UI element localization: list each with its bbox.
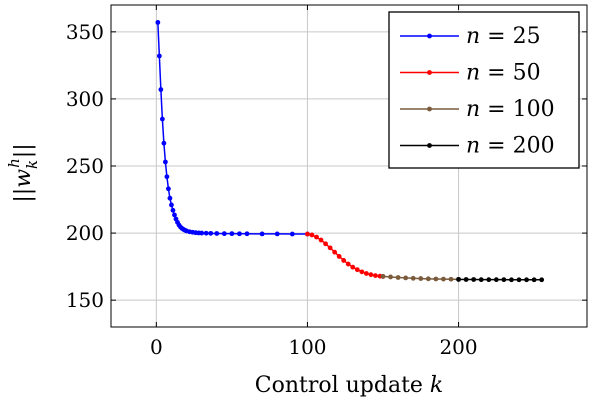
data-point (221, 231, 227, 237)
data-point (166, 186, 171, 192)
data-point (237, 231, 242, 237)
data-point (410, 275, 416, 281)
y-tick-label: 250 (66, 154, 104, 178)
data-point (380, 274, 386, 279)
data-point (486, 277, 492, 283)
data-point (341, 258, 347, 263)
data-point (524, 277, 529, 283)
legend-label: n = 200 (466, 134, 555, 159)
legend-box (388, 11, 580, 169)
legend-label: n = 50 (466, 61, 541, 86)
legend-label: n = 25 (466, 24, 541, 49)
data-point (478, 277, 484, 283)
data-point (332, 249, 338, 255)
data-point (501, 277, 507, 283)
x-tick-label: 100 (288, 335, 326, 359)
y-axis-ticks: 150 200 250 300 350 (66, 20, 587, 312)
data-point (229, 231, 235, 237)
data-point (314, 234, 319, 240)
y-tick-label: 300 (66, 87, 104, 111)
data-point (403, 275, 409, 281)
data-point (345, 261, 351, 267)
data-point (493, 277, 499, 283)
x-tick-label: 0 (150, 335, 163, 359)
series-3 (380, 274, 461, 282)
legend-item: n = 25 (400, 24, 541, 49)
data-point (305, 231, 310, 237)
legend-item: n = 50 (400, 61, 541, 86)
data-point (516, 277, 522, 283)
data-point (336, 254, 342, 259)
legend: n = 25 n = 50 n = 100 n = 200 (388, 11, 580, 169)
series-1 (155, 20, 310, 237)
data-point (395, 275, 401, 280)
x-axis-ticks: 0 100 200 (150, 5, 478, 359)
legend-item: n = 100 (400, 97, 555, 122)
legend-label: n = 100 (466, 97, 555, 122)
data-point (309, 232, 315, 238)
data-point (167, 195, 173, 201)
data-point (359, 269, 365, 275)
data-point (172, 212, 177, 218)
legend-swatch-marker (427, 143, 432, 148)
x-axis-label: Control update k (255, 373, 444, 398)
series-line (157, 22, 308, 235)
legend-item: n = 200 (400, 134, 555, 159)
data-point (244, 231, 250, 237)
data-point (159, 116, 165, 122)
data-point (373, 273, 378, 279)
data-point (161, 140, 167, 146)
data-point (327, 245, 333, 251)
data-point (463, 277, 469, 282)
y-tick-label: 200 (66, 221, 104, 245)
data-point (259, 231, 265, 237)
data-point (368, 272, 374, 278)
data-point (164, 174, 170, 180)
data-point (456, 276, 461, 282)
data-point (169, 202, 174, 208)
data-point (318, 237, 324, 243)
series-4 (456, 276, 545, 283)
data-point (418, 276, 424, 281)
data-point (170, 207, 176, 213)
data-point (199, 230, 205, 236)
data-point (448, 276, 454, 282)
legend-swatch-marker (427, 106, 432, 112)
data-point (354, 267, 360, 273)
svg-text:||wkh||: ||wkh|| (5, 143, 41, 202)
y-tick-label: 150 (66, 288, 104, 312)
series-layer (155, 20, 545, 283)
data-point (156, 53, 162, 59)
data-point (509, 277, 514, 283)
legend-swatch-marker (427, 33, 432, 39)
data-point (441, 276, 446, 282)
data-point (471, 277, 477, 282)
data-point (323, 241, 328, 247)
y-tick-label: 350 (66, 20, 104, 44)
data-point (158, 87, 164, 92)
data-point (203, 230, 209, 236)
series-2 (305, 231, 386, 279)
legend-swatch-marker (427, 70, 432, 75)
data-point (539, 277, 545, 283)
data-point (274, 231, 280, 237)
data-point (350, 264, 356, 270)
data-point (425, 276, 431, 282)
data-point (433, 276, 439, 282)
y-axis-label: ||wkh|| (5, 143, 41, 202)
data-point (208, 230, 214, 236)
data-point (155, 20, 161, 25)
data-point (163, 159, 168, 165)
data-point (289, 231, 295, 237)
data-point (388, 274, 393, 280)
data-point (214, 231, 220, 236)
x-tick-label: 200 (439, 335, 477, 359)
data-point (531, 277, 537, 283)
data-point (363, 271, 369, 276)
